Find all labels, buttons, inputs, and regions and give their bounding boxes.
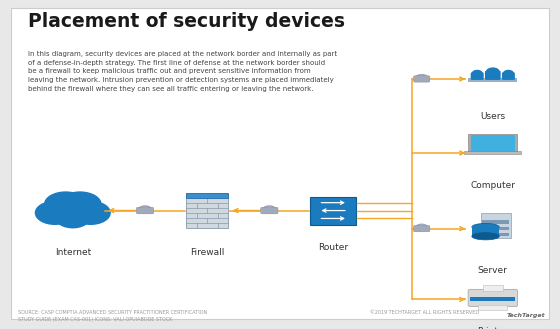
Text: Server: Server bbox=[478, 266, 508, 275]
Circle shape bbox=[503, 70, 513, 76]
Text: SOURCE: CASP COMPTIA ADVANCED SECURITY PRACTITIONER CERTIFICATION
STUDY GUIDE (E: SOURCE: CASP COMPTIA ADVANCED SECURITY P… bbox=[18, 310, 208, 322]
FancyBboxPatch shape bbox=[481, 214, 511, 238]
Circle shape bbox=[56, 208, 90, 228]
Circle shape bbox=[45, 193, 100, 225]
FancyBboxPatch shape bbox=[468, 290, 517, 307]
Text: Placement of security devices: Placement of security devices bbox=[28, 12, 345, 31]
FancyBboxPatch shape bbox=[482, 220, 508, 224]
Circle shape bbox=[487, 68, 499, 75]
Text: Firewall: Firewall bbox=[190, 248, 225, 257]
Circle shape bbox=[59, 192, 101, 217]
Text: ©2019 TECHTARGET ALL RIGHTS RESERVED: ©2019 TECHTARGET ALL RIGHTS RESERVED bbox=[370, 310, 479, 315]
Text: Printer: Printer bbox=[478, 327, 508, 329]
Circle shape bbox=[71, 201, 110, 224]
FancyBboxPatch shape bbox=[468, 134, 517, 151]
FancyBboxPatch shape bbox=[137, 207, 153, 214]
FancyBboxPatch shape bbox=[464, 151, 521, 154]
Ellipse shape bbox=[472, 223, 500, 231]
FancyBboxPatch shape bbox=[502, 72, 515, 80]
Text: Computer: Computer bbox=[470, 181, 515, 190]
FancyBboxPatch shape bbox=[413, 76, 430, 82]
FancyBboxPatch shape bbox=[478, 305, 507, 310]
Circle shape bbox=[35, 201, 74, 224]
FancyBboxPatch shape bbox=[471, 135, 515, 151]
FancyBboxPatch shape bbox=[485, 71, 501, 80]
FancyBboxPatch shape bbox=[472, 226, 500, 236]
Text: Users: Users bbox=[480, 112, 505, 121]
FancyBboxPatch shape bbox=[482, 227, 508, 230]
FancyBboxPatch shape bbox=[470, 297, 515, 301]
Ellipse shape bbox=[472, 233, 500, 240]
FancyBboxPatch shape bbox=[482, 233, 508, 236]
FancyBboxPatch shape bbox=[471, 72, 484, 80]
FancyBboxPatch shape bbox=[483, 286, 503, 291]
FancyBboxPatch shape bbox=[11, 8, 549, 319]
FancyBboxPatch shape bbox=[468, 78, 517, 82]
Text: Internet: Internet bbox=[55, 248, 91, 257]
Text: In this diagram, security devices are placed at the network border and internall: In this diagram, security devices are pl… bbox=[28, 51, 337, 92]
Text: TechTarget: TechTarget bbox=[507, 313, 545, 318]
FancyBboxPatch shape bbox=[186, 193, 228, 228]
Circle shape bbox=[473, 70, 482, 76]
FancyBboxPatch shape bbox=[413, 225, 430, 232]
FancyBboxPatch shape bbox=[261, 207, 278, 214]
FancyBboxPatch shape bbox=[310, 196, 356, 224]
Text: Router: Router bbox=[318, 243, 348, 252]
Circle shape bbox=[45, 192, 87, 217]
FancyBboxPatch shape bbox=[186, 193, 228, 198]
